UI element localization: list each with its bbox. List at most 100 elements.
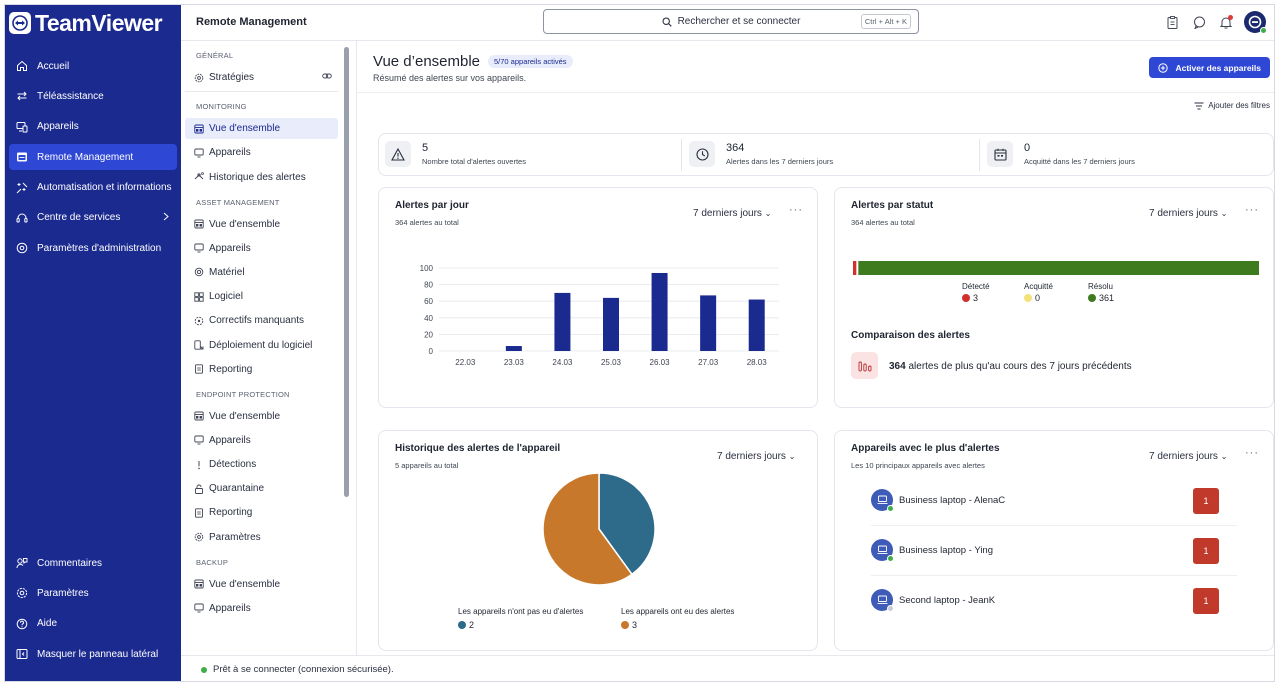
status-stacked-bar <box>853 261 1259 275</box>
nav-item-feedback[interactable]: Commentaires <box>9 550 177 576</box>
subnav-item-asset-5[interactable]: Déploiement du logiciel <box>185 335 338 356</box>
topbar: Remote Management Rechercher et se conne… <box>181 5 1274 41</box>
add-filters-label: Ajouter des filtres <box>1208 101 1270 110</box>
bar-27.03[interactable] <box>700 295 717 351</box>
gear-icon <box>193 532 204 543</box>
subnav-item-endpoint-0[interactable]: Vue d'ensemble <box>185 406 338 427</box>
subnav-item-endpoint-4[interactable]: Reporting <box>185 502 338 523</box>
status-segment-0[interactable] <box>853 261 857 275</box>
subnav-item-label: Vue d'ensemble <box>209 578 281 590</box>
subnav-item-monitoring-1[interactable]: Appareils <box>185 142 338 163</box>
home-icon <box>15 59 29 73</box>
bar-25.03[interactable] <box>603 297 619 351</box>
comparison-icon-box <box>851 352 878 379</box>
x-tick-label: 23.03 <box>504 358 525 367</box>
history-icon <box>193 172 204 183</box>
main-content: Vue d’ensemble 5/70 appareils activés Ré… <box>357 41 1274 655</box>
bar-28.03[interactable] <box>748 299 765 351</box>
notification-bell-icon[interactable] <box>1219 15 1233 29</box>
period-dropdown[interactable]: 7 derniers jours ⌄ <box>717 451 795 462</box>
subnav-item-backup-0[interactable]: Vue d'ensemble <box>185 574 338 595</box>
software-icon <box>193 291 204 302</box>
period-dropdown[interactable]: 7 derniers jours ⌄ <box>693 208 771 219</box>
comparison-count: 364 <box>889 361 906 372</box>
device-row[interactable]: Business laptop - Ying 1 <box>871 535 1221 565</box>
sidebar-scrollbar[interactable] <box>344 47 349 497</box>
subnav-item-asset-0[interactable]: Vue d'ensemble <box>185 214 338 235</box>
chat-icon[interactable] <box>1192 15 1206 29</box>
subnav-item-backup-1[interactable]: Appareils <box>185 598 338 619</box>
plus-circle-icon <box>1158 62 1169 73</box>
bar-24.03[interactable] <box>554 292 571 351</box>
subnav-item-monitoring-2[interactable]: Historique des alertes <box>185 167 338 188</box>
brand[interactable]: TeamViewer <box>5 5 181 41</box>
subnav-item-asset-4[interactable]: Correctifs manquants <box>185 310 338 331</box>
card-title: Appareils avec le plus d'alertes <box>851 443 1000 454</box>
search-shortcut: Ctrl + Alt + K <box>860 14 911 29</box>
status-legend-value: 3 <box>973 293 979 303</box>
period-dropdown[interactable]: 7 derniers jours ⌄ <box>1149 451 1227 462</box>
period-dropdown[interactable]: 7 derniers jours ⌄ <box>1149 208 1227 219</box>
device-alert-count[interactable]: 1 <box>1193 538 1219 564</box>
subnav-item-asset-1[interactable]: Appareils <box>185 238 338 259</box>
alerts-by-status-card: Alertes par statut 364 alertes au total … <box>834 187 1274 408</box>
more-options-button[interactable]: ··· <box>1245 447 1259 459</box>
nav-item-label: Remote Management <box>37 151 134 163</box>
subnav-item-label: Appareils <box>209 602 251 614</box>
nav-item-service-center[interactable]: Centre de services <box>9 205 177 231</box>
avatar[interactable] <box>1244 11 1267 34</box>
pie-slice-0[interactable] <box>598 472 656 576</box>
dashboard-icon <box>193 219 204 230</box>
device-status-dot <box>887 505 894 512</box>
status-segment-2[interactable] <box>858 261 1259 275</box>
connection-status-text: Prêt à se connecter (connexion sécurisée… <box>213 664 394 675</box>
device-alert-count[interactable]: 1 <box>1193 488 1219 514</box>
device-name: Business laptop - Ying <box>899 545 994 556</box>
x-tick-label: 27.03 <box>698 358 719 367</box>
device-row[interactable]: Second laptop - JeanK 1 <box>871 585 1221 615</box>
subnav-item-endpoint-5[interactable]: Paramètres <box>185 527 338 548</box>
stat-value: 5 <box>422 142 429 154</box>
stat-value: 0 <box>1024 142 1031 154</box>
subnav-item-asset-3[interactable]: Logiciel <box>185 286 338 307</box>
nav-item-settings[interactable]: Paramètres <box>9 580 177 606</box>
pie-slice-1[interactable] <box>542 472 633 586</box>
activate-devices-button[interactable]: Activer des appareils <box>1149 57 1270 78</box>
main-nav-bottom: Commentaires Paramètres Aide Masquer le pan… <box>5 550 181 672</box>
device-row[interactable]: Business laptop - AlenaC 1 <box>871 485 1221 515</box>
nav-item-automation[interactable]: Automatisation et informations <box>9 175 177 201</box>
detection-icon <box>193 459 204 470</box>
more-options-button[interactable]: ··· <box>1245 204 1259 216</box>
subnav-item-general-0[interactable]: Stratégies <box>185 67 338 88</box>
topbar-actions <box>1152 11 1267 34</box>
nav-item-remote-management[interactable]: Remote Management <box>9 144 177 171</box>
dashboard-icon <box>193 579 204 590</box>
period-label: 7 derniers jours <box>717 451 786 462</box>
subnav-item-asset-2[interactable]: Matériel <box>185 262 338 283</box>
nav-item-admin-settings[interactable]: Paramètres d'administration <box>9 235 177 261</box>
search-input[interactable]: Rechercher et se connecter Ctrl + Alt + … <box>543 9 919 34</box>
nav-item-devices[interactable]: Appareils <box>9 114 177 140</box>
quarantine-icon <box>193 483 204 494</box>
card-subtitle: 364 alertes au total <box>851 218 915 227</box>
bar-26.03[interactable] <box>651 272 668 351</box>
nav-item-help[interactable]: Aide <box>9 611 177 637</box>
device-divider <box>871 575 1237 576</box>
subnav-item-endpoint-1[interactable]: Appareils <box>185 430 338 451</box>
page-title: Vue d’ensemble <box>373 53 481 70</box>
nav-item-hide-panel[interactable]: Masquer le panneau latéral <box>9 641 177 667</box>
clipboard-icon[interactable] <box>1165 15 1179 29</box>
status-legend-value-row: 0 <box>1024 293 1053 303</box>
bar-23.03[interactable] <box>505 346 522 351</box>
subnav-item-asset-6[interactable]: Reporting <box>185 359 338 380</box>
device-alert-count[interactable]: 1 <box>1193 588 1219 614</box>
nav-item-home[interactable]: Accueil <box>9 53 177 79</box>
more-options-button[interactable]: ··· <box>789 204 803 216</box>
add-filters-button[interactable]: Ajouter des filtres <box>1194 101 1270 110</box>
subnav-item-endpoint-2[interactable]: Détections <box>185 454 338 475</box>
subnav-item-monitoring-0[interactable]: Vue d'ensemble <box>185 118 338 140</box>
subnav-item-endpoint-3[interactable]: Quarantaine <box>185 478 338 499</box>
card-subtitle: 364 alertes au total <box>395 218 459 227</box>
status-legend-value: 361 <box>1099 293 1115 303</box>
nav-item-arrows[interactable]: Téléassistance <box>9 83 177 109</box>
